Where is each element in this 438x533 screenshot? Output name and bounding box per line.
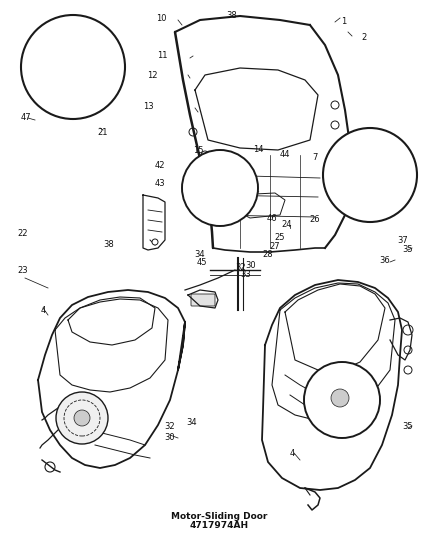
Circle shape [21, 15, 125, 119]
Text: Motor-Sliding Door: Motor-Sliding Door [171, 512, 267, 521]
Text: 38: 38 [103, 240, 114, 248]
Text: 13: 13 [143, 102, 153, 111]
Text: 43: 43 [155, 180, 165, 188]
Circle shape [74, 410, 90, 426]
Text: 26: 26 [309, 215, 320, 224]
Circle shape [189, 128, 197, 136]
Circle shape [323, 128, 417, 222]
Text: 4: 4 [40, 25, 46, 34]
Text: 34: 34 [187, 418, 197, 426]
Text: 27: 27 [270, 242, 280, 251]
Circle shape [331, 101, 339, 109]
Text: 7: 7 [313, 153, 318, 161]
Text: 42: 42 [155, 161, 165, 169]
Circle shape [182, 150, 258, 226]
Circle shape [45, 462, 55, 472]
Circle shape [331, 121, 339, 129]
Text: 6: 6 [362, 172, 367, 180]
FancyBboxPatch shape [191, 294, 215, 306]
Circle shape [404, 346, 412, 354]
Circle shape [403, 325, 413, 335]
Text: 30: 30 [245, 261, 256, 270]
Text: 3: 3 [59, 17, 64, 26]
Text: 44: 44 [279, 150, 290, 159]
Text: 4717974AH: 4717974AH [190, 521, 248, 530]
Text: 35: 35 [402, 245, 413, 254]
Text: 21: 21 [387, 192, 397, 200]
Circle shape [304, 362, 380, 438]
Text: 33: 33 [241, 270, 251, 279]
Text: 47: 47 [21, 113, 32, 122]
Text: 34: 34 [194, 251, 205, 259]
Text: 21: 21 [98, 128, 108, 136]
Circle shape [201, 151, 209, 159]
Text: 15: 15 [193, 146, 203, 155]
Text: 22: 22 [18, 229, 28, 238]
Text: 11: 11 [157, 52, 167, 60]
Circle shape [152, 239, 158, 245]
Text: 25: 25 [274, 233, 285, 241]
Text: 30: 30 [165, 433, 175, 441]
Circle shape [56, 392, 108, 444]
Text: 36: 36 [379, 256, 390, 264]
Text: 46: 46 [267, 214, 278, 223]
Text: 32: 32 [165, 422, 175, 431]
Text: 8: 8 [349, 153, 354, 161]
Text: 32: 32 [236, 263, 246, 272]
Text: 24: 24 [282, 221, 292, 229]
Text: 10: 10 [156, 14, 166, 23]
Text: 2: 2 [361, 33, 367, 42]
Text: 28: 28 [263, 251, 273, 259]
Circle shape [312, 370, 368, 426]
Text: 5: 5 [58, 75, 63, 83]
Text: 12: 12 [147, 71, 158, 80]
Text: 1: 1 [341, 17, 346, 26]
Text: 45: 45 [196, 258, 207, 266]
Text: 35: 35 [402, 422, 413, 431]
Text: 38: 38 [227, 12, 237, 20]
Text: 37: 37 [398, 237, 408, 245]
Text: 4: 4 [290, 449, 295, 457]
Text: 14: 14 [253, 145, 264, 154]
Text: 18: 18 [379, 176, 390, 184]
Circle shape [404, 366, 412, 374]
Text: 23: 23 [18, 266, 28, 275]
Circle shape [331, 389, 349, 407]
Text: 4: 4 [40, 306, 46, 314]
